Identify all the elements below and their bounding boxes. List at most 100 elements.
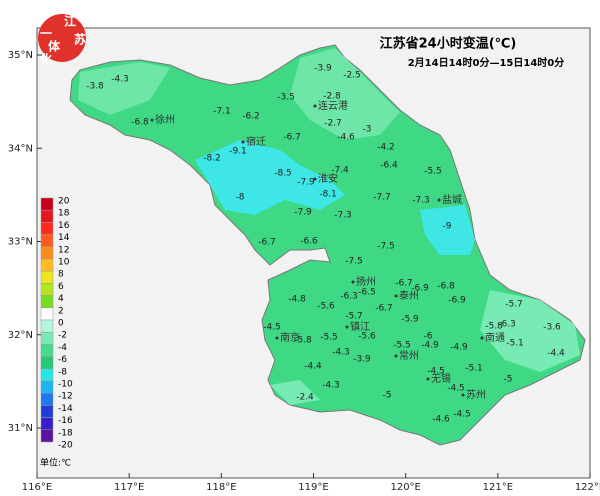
- legend-label: 4: [58, 294, 64, 304]
- station-value: -6.5: [358, 288, 376, 298]
- station-value: -7.9: [297, 178, 315, 188]
- station-value: -4.9: [421, 341, 439, 351]
- city-name: 南通: [485, 331, 505, 344]
- city-dot: [313, 177, 317, 181]
- station-value: -7.5: [345, 257, 363, 267]
- logo-char: 江: [64, 14, 76, 29]
- region-shade: [270, 380, 320, 405]
- legend-swatch: [40, 368, 54, 382]
- lon-tick-label: 121°E: [483, 482, 513, 493]
- station-value: -6.9: [448, 296, 466, 306]
- station-value: -4.9: [450, 343, 468, 353]
- legend-label: 2: [58, 306, 64, 316]
- station-value: -6.4: [380, 161, 398, 171]
- station-value: -5.7: [505, 300, 523, 310]
- station-value: -8: [236, 193, 245, 203]
- lon-tick-label: 117°E: [114, 482, 144, 493]
- province-shape: [69, 44, 586, 446]
- legend-label: -18: [58, 428, 73, 438]
- lon-tick-label: 120°E: [390, 482, 420, 493]
- legend-label: 0: [58, 319, 64, 329]
- station-value: -3.9: [314, 64, 332, 74]
- city-dot: [437, 198, 441, 202]
- station-value: -5.6: [358, 332, 376, 342]
- legend-swatch: [40, 331, 54, 345]
- station-value: -6.7: [395, 279, 413, 289]
- station-value: -7.9: [294, 208, 312, 218]
- station-value: -5.5: [424, 167, 442, 177]
- station-value: -5.8: [485, 322, 503, 332]
- lon-tick-label: 118°E: [206, 482, 236, 493]
- station-value: -4.5: [427, 367, 445, 377]
- station-value: -4.6: [432, 415, 450, 425]
- station-value: -2.4: [296, 393, 314, 403]
- station-value: -6.3: [340, 292, 358, 302]
- legend-label: 12: [58, 245, 69, 255]
- legend-swatch: [40, 197, 54, 211]
- station-value: -6.8: [131, 118, 149, 128]
- city-name: 南京: [280, 331, 300, 344]
- lat-tick-label: 31°N: [8, 423, 33, 434]
- station-value: -5.7: [345, 312, 363, 322]
- station-value: -4.5: [447, 384, 465, 394]
- logo-char: 一: [40, 27, 52, 41]
- legend-label: 6: [58, 282, 64, 292]
- city-dot: [241, 140, 245, 144]
- legend-label: -2: [58, 331, 67, 341]
- legend-swatch: [40, 234, 54, 248]
- city-name: 盐城: [442, 193, 462, 206]
- legend-swatch: [40, 344, 54, 357]
- station-value: -6.9: [411, 284, 429, 294]
- legend-label: -10: [58, 380, 73, 390]
- station-value: -5.1: [506, 339, 524, 349]
- region-shade: [290, 48, 400, 140]
- station-value: -6.7: [258, 238, 276, 248]
- station-value: -4.8: [288, 295, 306, 305]
- station-value: -4.4: [304, 362, 322, 372]
- station-value: -3.5: [277, 93, 295, 103]
- station-value: -7.5: [377, 242, 395, 252]
- station-value: -9.1: [229, 147, 247, 157]
- legend-swatch: [40, 319, 54, 333]
- legend-swatch: [40, 380, 54, 394]
- station-value: -5.5: [320, 333, 338, 343]
- city-name: 镇江: [350, 320, 370, 333]
- station-value: -6.7: [283, 133, 301, 143]
- city-dot: [351, 280, 355, 284]
- station-value: -7.3: [334, 211, 352, 221]
- lat-tick-label: 32°N: [8, 330, 33, 341]
- map-title: 江苏省24小时变温(℃): [380, 36, 517, 52]
- station-value: -7.4: [331, 166, 349, 176]
- logo-char: 体: [48, 39, 61, 54]
- region-shade: [480, 290, 580, 372]
- station-value: -3.9: [353, 355, 371, 365]
- legend-unit: 单位:℃: [40, 457, 71, 469]
- station-value: -8.1: [319, 190, 337, 200]
- legend-swatch: [40, 417, 54, 431]
- station-value: -5.1: [465, 364, 483, 374]
- legend-label: 20: [58, 197, 70, 207]
- station-value: -6.3: [498, 320, 516, 330]
- station-value: -5: [383, 391, 392, 401]
- city-dot: [345, 325, 349, 329]
- station-value: -5.8: [294, 336, 312, 346]
- legend-swatch: [40, 209, 54, 223]
- station-value: -4.6: [337, 133, 355, 143]
- station-value: -2.5: [343, 71, 361, 81]
- station-value: -4.2: [377, 143, 395, 153]
- legend-swatch: [40, 392, 54, 406]
- map-subtitle: 2月14日14时0分—15日14时0分: [408, 56, 565, 69]
- lon-tick-label: 116°E: [22, 482, 52, 493]
- legend-label: -16: [58, 416, 73, 426]
- legend-label: 14: [58, 233, 70, 243]
- station-value: -3.6: [543, 323, 561, 333]
- legend-label: -20: [58, 441, 73, 451]
- station-value: -6.6: [300, 237, 318, 247]
- cold-region: [195, 140, 345, 215]
- legend-swatch: [40, 246, 54, 260]
- station-value: -4.5: [453, 410, 471, 420]
- legend-label: -14: [58, 404, 73, 414]
- station-value: -3: [363, 125, 372, 135]
- legend-swatch: [40, 258, 54, 272]
